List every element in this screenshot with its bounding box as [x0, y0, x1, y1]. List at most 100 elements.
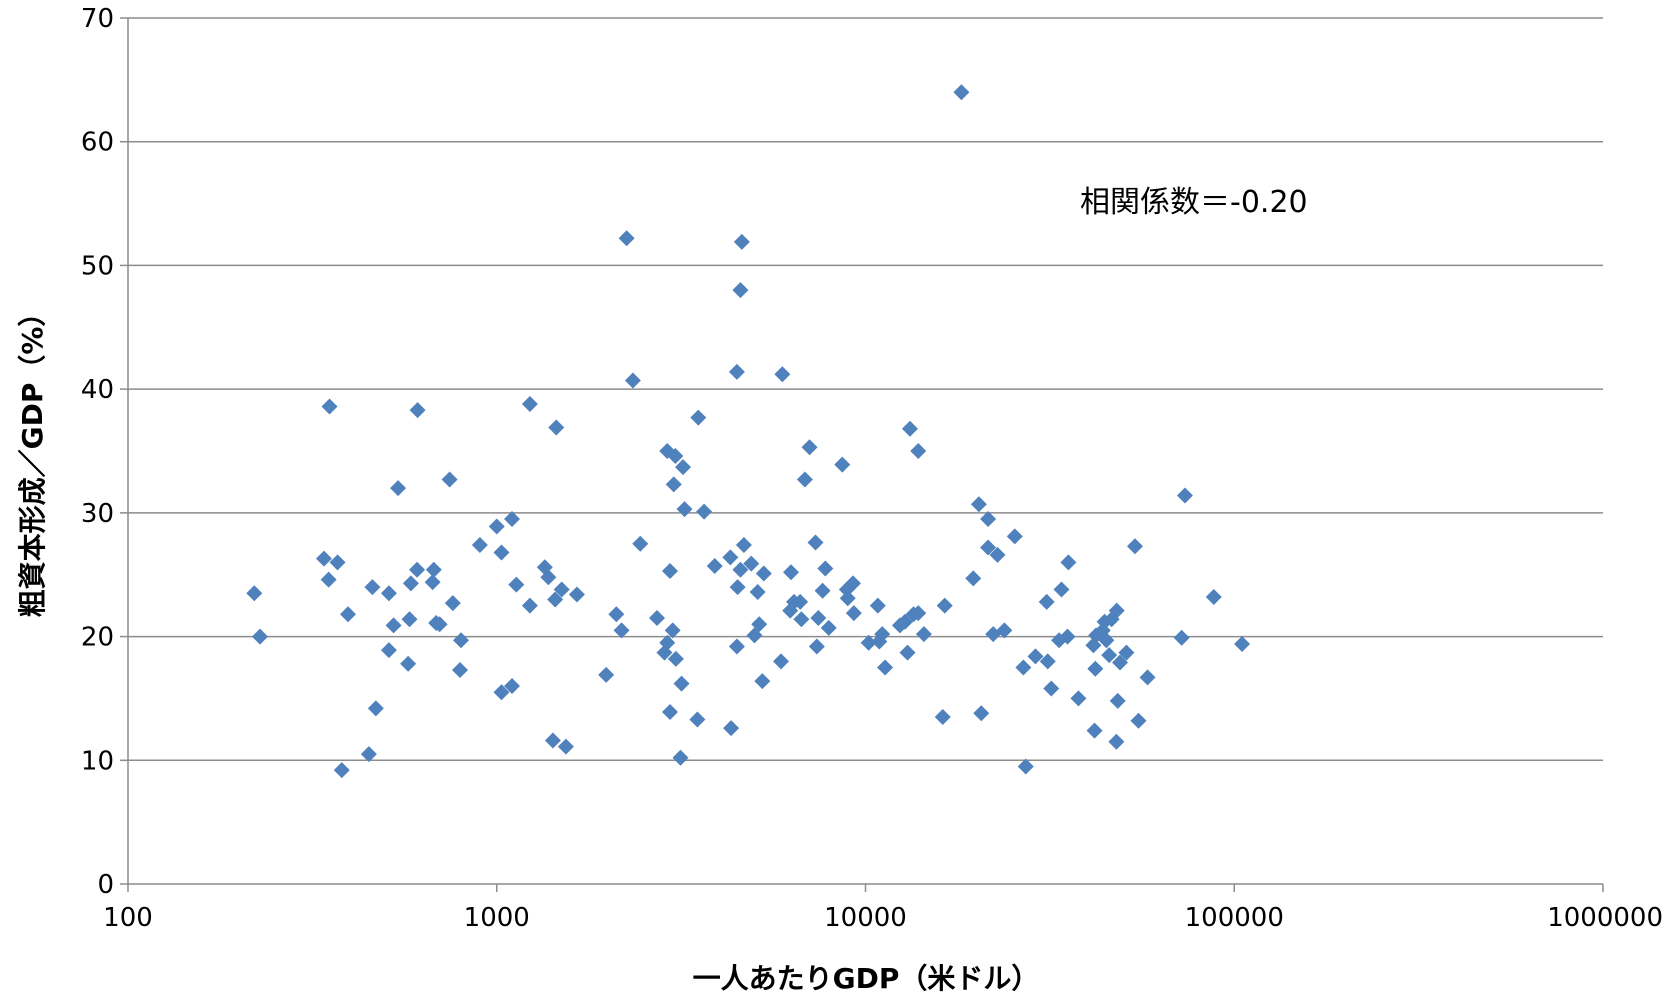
- data-point: [877, 659, 894, 676]
- data-point: [521, 395, 538, 412]
- x-tick-label: 1000: [464, 903, 530, 933]
- data-point: [1053, 581, 1070, 598]
- data-point: [814, 582, 831, 599]
- data-point: [385, 617, 402, 634]
- data-point: [364, 579, 381, 596]
- y-axis-title: 粗資本形成／GDP（%）: [16, 299, 49, 618]
- x-tick-label: 10000: [824, 903, 907, 933]
- data-point: [1070, 690, 1087, 707]
- data-point: [409, 402, 426, 419]
- data-point: [540, 569, 557, 586]
- data-point: [624, 372, 641, 389]
- data-point: [504, 678, 521, 695]
- data-point: [321, 398, 338, 415]
- data-point: [557, 738, 574, 755]
- data-point: [973, 705, 990, 722]
- data-point: [733, 233, 750, 250]
- data-point: [1039, 653, 1056, 670]
- data-point: [808, 638, 825, 655]
- data-point: [1176, 487, 1193, 504]
- x-tick-label: 100: [103, 903, 153, 933]
- data-point: [251, 628, 268, 645]
- y-tick-label: 20: [81, 623, 114, 653]
- data-point: [661, 704, 678, 721]
- data-point: [1101, 647, 1118, 664]
- data-point: [910, 605, 927, 622]
- data-point: [618, 230, 635, 247]
- data-point: [402, 575, 419, 592]
- data-point: [667, 650, 684, 667]
- y-tick-labels: 0 10 20 30 40 50 60 70: [81, 4, 114, 900]
- data-point: [675, 459, 692, 476]
- data-point: [980, 539, 997, 556]
- data-point: [400, 655, 417, 672]
- data-point: [504, 511, 521, 528]
- data-point: [728, 638, 745, 655]
- data-point: [315, 550, 332, 567]
- data-point: [444, 595, 461, 612]
- data-point: [672, 749, 689, 766]
- data-point: [915, 626, 932, 643]
- data-point: [953, 84, 970, 101]
- data-point: [424, 574, 441, 591]
- data-point: [1112, 654, 1129, 671]
- data-point: [936, 597, 953, 614]
- data-point: [820, 619, 837, 636]
- data-point: [1098, 632, 1115, 649]
- data-point: [970, 496, 987, 513]
- data-point: [1108, 602, 1125, 619]
- data-point: [664, 622, 681, 639]
- data-point: [329, 554, 346, 571]
- data-point: [613, 622, 630, 639]
- data-point: [810, 610, 827, 627]
- data-point: [755, 565, 772, 582]
- data-point: [1059, 628, 1076, 645]
- data-point: [452, 661, 469, 678]
- axes: [127, 18, 1604, 892]
- data-point: [661, 563, 678, 580]
- data-point: [608, 606, 625, 623]
- x-tick-label: 100000: [1185, 903, 1284, 933]
- data-point: [1108, 733, 1125, 750]
- data-point: [431, 616, 448, 633]
- data-point: [874, 626, 891, 643]
- data-point: [1118, 644, 1135, 661]
- data-point: [1130, 712, 1147, 729]
- data-point: [320, 571, 337, 588]
- data-point: [1086, 722, 1103, 739]
- data-point: [989, 546, 1006, 563]
- data-point: [665, 476, 682, 493]
- data-point: [471, 537, 488, 554]
- data-point: [453, 632, 470, 649]
- y-tick-label: 70: [81, 4, 114, 34]
- data-point: [521, 597, 538, 614]
- data-point: [729, 579, 746, 596]
- data-point: [965, 570, 982, 587]
- data-point: [1087, 660, 1104, 677]
- data-point: [333, 762, 350, 779]
- data-point: [488, 518, 505, 535]
- data-point: [796, 471, 813, 488]
- data-point: [632, 535, 649, 552]
- data-point: [1205, 588, 1222, 605]
- x-tick-label: 1000000: [1547, 903, 1663, 933]
- data-point: [1234, 635, 1251, 652]
- data-point: [807, 534, 824, 551]
- data-point: [339, 606, 356, 623]
- data-point: [869, 597, 886, 614]
- data-point: [817, 560, 834, 577]
- data-point: [792, 593, 809, 610]
- data-point: [845, 575, 862, 592]
- data-point: [689, 711, 706, 728]
- data-point: [782, 564, 799, 581]
- y-tick-label: 10: [81, 746, 114, 776]
- data-point: [845, 605, 862, 622]
- data-point: [441, 471, 458, 488]
- data-point: [493, 684, 510, 701]
- data-point: [774, 366, 791, 383]
- data-point: [548, 419, 565, 436]
- data-point: [834, 456, 851, 473]
- data-point: [996, 622, 1013, 639]
- data-point: [728, 363, 745, 380]
